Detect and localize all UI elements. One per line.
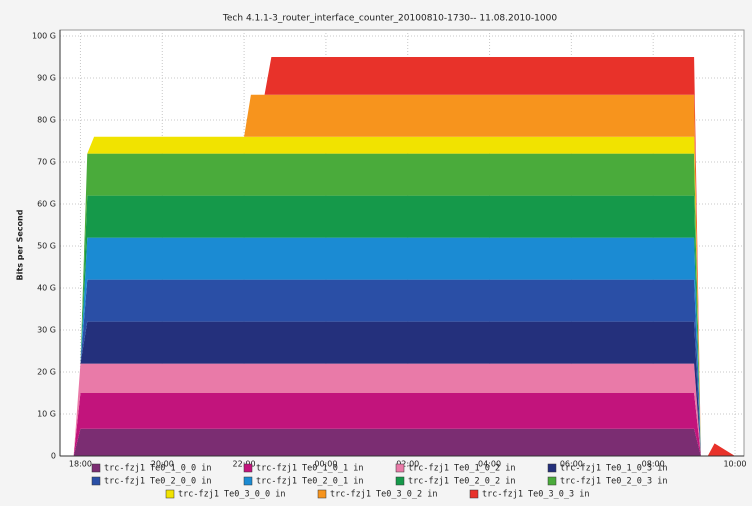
y-tick-label: 80 G: [37, 116, 56, 125]
area: [60, 195, 735, 456]
x-tick-label: 18:00: [69, 460, 92, 469]
y-tick-label: 60 G: [37, 200, 56, 209]
x-tick-label: 08:00: [642, 460, 665, 469]
legend-swatch: [547, 476, 557, 486]
legend-label: trc-fzj1 Te0_2_0_1 in: [256, 477, 363, 487]
legend-label: trc-fzj1 Te0_2_0_0 in: [104, 477, 211, 487]
legend-swatch: [165, 489, 175, 499]
x-tick-label: 06:00: [560, 460, 583, 469]
area: [60, 279, 735, 456]
x-tick-label: 00:00: [314, 460, 337, 469]
x-tick-label: 20:00: [151, 460, 174, 469]
x-tick-label: 10:00: [723, 460, 746, 469]
legend-swatch: [91, 476, 101, 486]
y-tick-label: 20 G: [37, 368, 56, 377]
y-tick-label: 90 G: [37, 74, 56, 83]
legend-label: trc-fzj1 Te0_1_0_0 in: [104, 464, 211, 474]
area: [60, 153, 735, 456]
area: [60, 393, 735, 456]
y-axis-label: Bits per Second: [16, 209, 25, 280]
y-tick-label: 100 G: [32, 32, 56, 41]
chart-title: Tech 4.1.1-3_router_interface_counter_20…: [222, 14, 557, 24]
area: [60, 428, 735, 456]
legend-label: trc-fzj1 Te0_3_0_2 in: [330, 490, 437, 500]
legend-label: trc-fzj1 Te0_1_0_2 in: [408, 464, 515, 474]
y-tick-label: 50 G: [37, 242, 56, 251]
x-tick-label: 04:00: [478, 460, 501, 469]
legend-label: trc-fzj1 Te0_2_0_3 in: [560, 477, 667, 487]
legend-swatch: [243, 463, 253, 473]
legend-label: trc-fzj1 Te0_1_0_3 in: [560, 464, 667, 474]
y-tick-label: 30 G: [37, 326, 56, 335]
y-tick-label: 10 G: [37, 410, 56, 419]
legend-label: trc-fzj1 Te0_1_0_1 in: [256, 464, 363, 474]
legend-label: trc-fzj1 Te0_3_0_0 in: [178, 490, 285, 500]
x-tick-label: 02:00: [396, 460, 419, 469]
legend-label: trc-fzj1 Te0_2_0_2 in: [408, 477, 515, 487]
legend-swatch: [91, 463, 101, 473]
area: [60, 363, 735, 456]
area: [60, 94, 735, 457]
legend-swatch: [317, 489, 327, 499]
legend-swatch: [395, 476, 405, 486]
legend-swatch: [395, 463, 405, 473]
legend-swatch: [243, 476, 253, 486]
legend-swatch: [547, 463, 557, 473]
legend-label: trc-fzj1 Te0_3_0_3 in: [482, 490, 589, 500]
y-tick-label: 40 G: [37, 284, 56, 293]
y-tick-label: 70 G: [37, 158, 56, 167]
area: [60, 321, 735, 456]
area: [60, 237, 735, 456]
legend-swatch: [469, 489, 479, 499]
y-tick-label: 0: [51, 452, 56, 461]
